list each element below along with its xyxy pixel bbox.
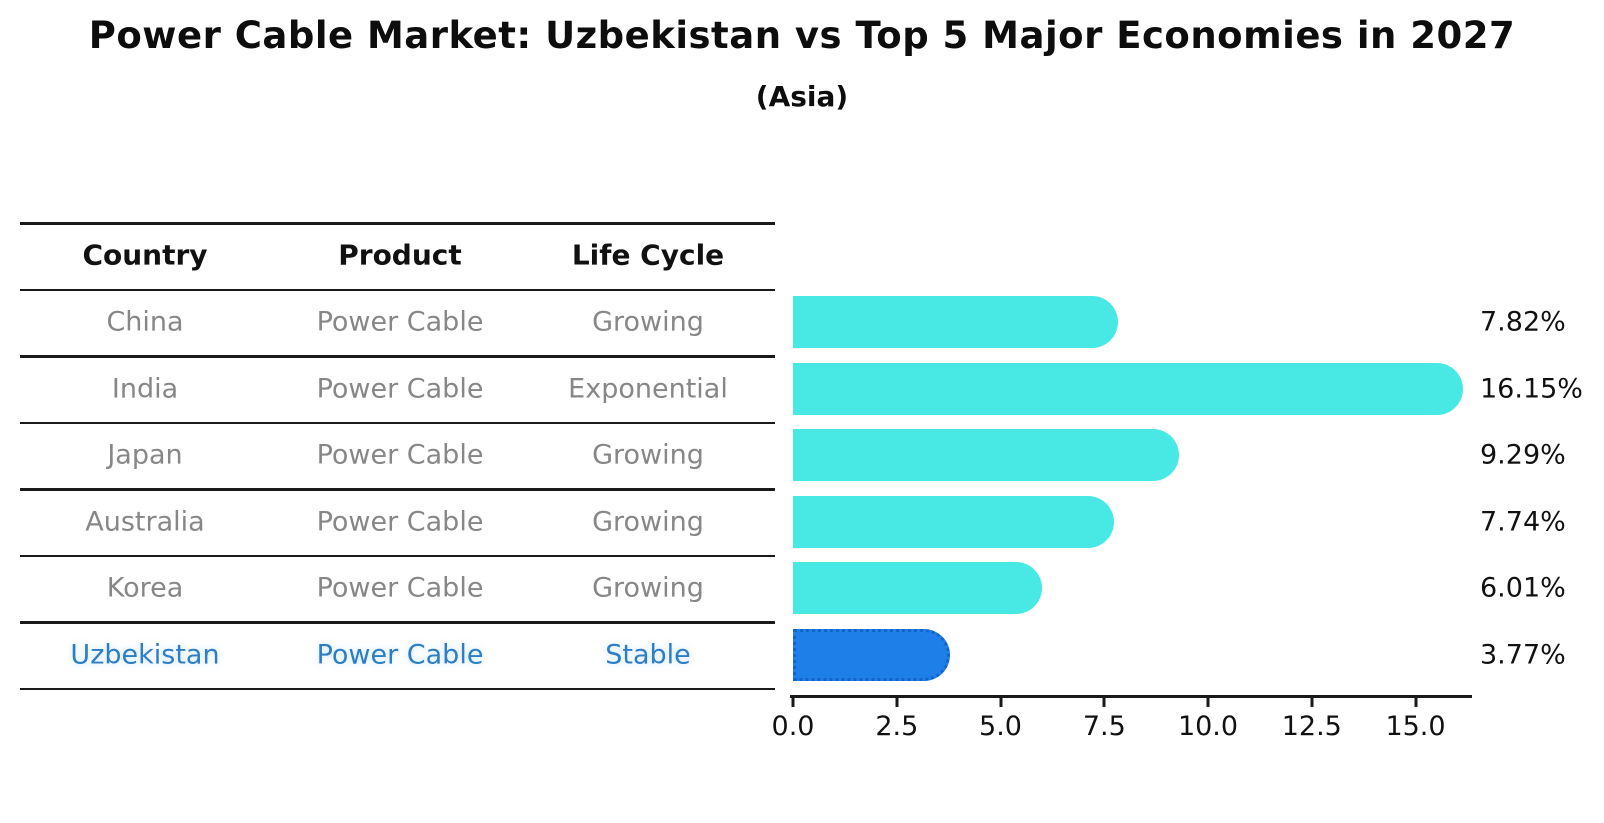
table-rule <box>20 621 775 624</box>
value-label: 3.77% <box>1480 639 1566 670</box>
x-tick-label: 7.5 <box>1082 711 1126 742</box>
x-tick-label: 2.5 <box>875 711 919 742</box>
cell-product: Power Cable <box>316 306 484 338</box>
y-axis-tick <box>740 554 757 557</box>
table-rule <box>20 488 775 491</box>
x-axis-line <box>790 695 1472 698</box>
x-axis-tick <box>791 698 795 707</box>
cell-life-cycle: Growing <box>592 572 704 604</box>
x-tick-label: 10.0 <box>1177 711 1239 742</box>
cell-country: Korea <box>106 572 184 604</box>
cell-country: Australia <box>85 506 205 537</box>
cell-life-cycle: Growing <box>592 439 704 471</box>
chart-subtitle: (Asia) <box>755 80 849 113</box>
y-axis-tick <box>740 421 757 424</box>
y-axis-tick <box>740 488 757 491</box>
y-axis-tick <box>740 288 757 291</box>
y-axis-tick <box>740 355 757 358</box>
cell-country: India <box>111 373 179 404</box>
x-axis-tick <box>1102 698 1106 707</box>
x-tick-label: 0.0 <box>771 711 815 742</box>
bar-japan <box>793 429 1179 481</box>
bar-korea <box>793 562 1043 614</box>
x-tick-label: 5.0 <box>979 711 1022 742</box>
cell-product: Power Cable <box>316 639 484 670</box>
x-axis-tick <box>895 698 899 707</box>
table-rule <box>20 687 775 690</box>
bar-australia <box>793 495 1115 548</box>
x-axis-tick <box>999 698 1002 707</box>
x-tick-label: 15.0 <box>1385 711 1446 742</box>
y-axis-tick <box>740 621 757 624</box>
bar-india <box>793 362 1464 415</box>
table-rule <box>20 355 775 358</box>
cell-product: Power Cable <box>316 439 484 471</box>
cell-country: Japan <box>107 439 183 471</box>
cell-life-cycle: Stable <box>605 639 691 670</box>
bar-china <box>793 296 1118 348</box>
cell-country: Uzbekistan <box>70 639 220 670</box>
x-axis-tick <box>1414 698 1417 707</box>
bar-uzbekistan <box>793 628 950 681</box>
x-axis-tick <box>1310 698 1314 707</box>
column-header-product: Product <box>338 238 462 272</box>
table-rule <box>20 288 775 291</box>
column-header-life-cycle: Life Cycle <box>571 238 725 272</box>
table-rule <box>20 222 775 225</box>
table-rule <box>20 421 775 424</box>
value-label: 6.01% <box>1480 572 1566 604</box>
x-axis-tick <box>1206 698 1210 707</box>
cell-life-cycle: Growing <box>592 506 704 537</box>
value-label: 9.29% <box>1480 439 1566 471</box>
x-tick-label: 12.5 <box>1281 711 1342 742</box>
cell-product: Power Cable <box>316 572 484 604</box>
value-label: 7.82% <box>1480 306 1566 338</box>
column-header-country: Country <box>82 238 208 272</box>
cell-product: Power Cable <box>316 373 484 404</box>
cell-product: Power Cable <box>316 506 484 537</box>
chart-title: Power Cable Market: Uzbekistan vs Top 5 … <box>88 14 1516 57</box>
cell-life-cycle: Exponential <box>568 373 728 404</box>
table-rule <box>20 554 775 557</box>
value-label: 16.15% <box>1480 373 1583 404</box>
cell-country: China <box>106 306 184 338</box>
value-label: 7.74% <box>1480 506 1566 537</box>
cell-life-cycle: Growing <box>592 306 704 338</box>
y-axis-tick <box>740 687 757 690</box>
